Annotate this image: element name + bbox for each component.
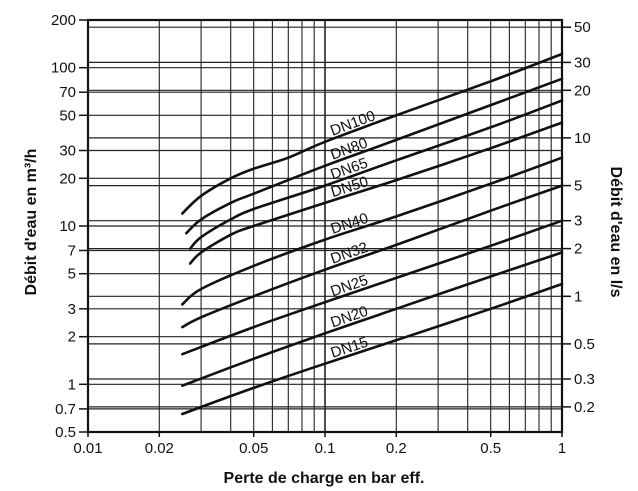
y-tick-label: 2 (68, 329, 76, 346)
x-tick-label: 0.5 (480, 440, 501, 457)
y-tick-label: 3 (68, 301, 76, 318)
y2-tick-label: 5 (574, 178, 582, 195)
y2-tick-label: 20 (574, 82, 591, 99)
series-line-dn80 (185, 77, 564, 235)
series-line-dn100 (181, 52, 564, 215)
series-lines (181, 52, 564, 416)
series-label-dn40: DN40 (329, 210, 371, 238)
y2-tick-label: 10 (574, 130, 591, 147)
x-tick-label: 0.2 (386, 440, 407, 457)
y-tick-label: 30 (59, 143, 76, 160)
y-tick-label: 1 (68, 376, 76, 393)
y2-tick-label: 0.5 (574, 336, 595, 353)
x-tick-label: 0.1 (315, 440, 336, 457)
x-tick-label: 0.05 (239, 440, 268, 457)
y-tick-label: 20 (59, 170, 76, 187)
y-tick-label: 10 (59, 218, 76, 235)
series-line-dn65 (188, 99, 564, 250)
y2-tick-label: 0.2 (574, 399, 595, 416)
plot-frame (86, 18, 564, 434)
y-tick-label: 7 (68, 243, 76, 260)
y-tick-label: 70 (59, 84, 76, 101)
y-tick-label: 200 (51, 12, 76, 29)
y-axis-label: Débit d'eau en m³/h (23, 149, 40, 296)
y-tick-label: 50 (59, 107, 76, 124)
series-line-dn15 (181, 282, 564, 416)
x-tick-label: 0.01 (73, 440, 102, 457)
series-line-dn50 (188, 121, 564, 265)
y2-axis-label: Débit d'eau en l/s (607, 167, 624, 298)
series-line-dn20 (181, 251, 564, 387)
y-tick-label: 0.5 (55, 424, 76, 441)
series-label-dn100: DN100 (328, 107, 378, 139)
x-tick-label: 0.02 (145, 440, 174, 457)
y2-tick-label: 3 (574, 213, 582, 230)
y2-tick-label: 30 (574, 54, 591, 71)
y2-tick-label: 50 (574, 19, 591, 36)
series-line-dn32 (181, 184, 564, 329)
y-tick-label: 100 (51, 60, 76, 77)
series-label-dn20: DN20 (328, 303, 370, 332)
series-label-dn15: DN15 (329, 334, 371, 362)
series-line-dn25 (181, 219, 564, 356)
y-tick-label: 0.7 (55, 401, 76, 418)
y-tick-label: 5 (68, 266, 76, 283)
x-tick-label: 1 (558, 440, 566, 457)
y2-tick-label: 0.3 (574, 371, 595, 388)
tick-labels: 0.01 0.02 0.05 0.1 0.2 0.5 1 0.5 0.7 1 2 3 5 7 10 20 30 5… (51, 12, 595, 457)
y2-tick-label: 1 (574, 288, 582, 305)
y2-tick-label: 2 (574, 241, 582, 258)
series-line-dn40 (181, 156, 564, 306)
x-axis-label: Perte de charge en bar eff. (224, 470, 425, 487)
series-label-dn32: DN32 (328, 239, 370, 268)
